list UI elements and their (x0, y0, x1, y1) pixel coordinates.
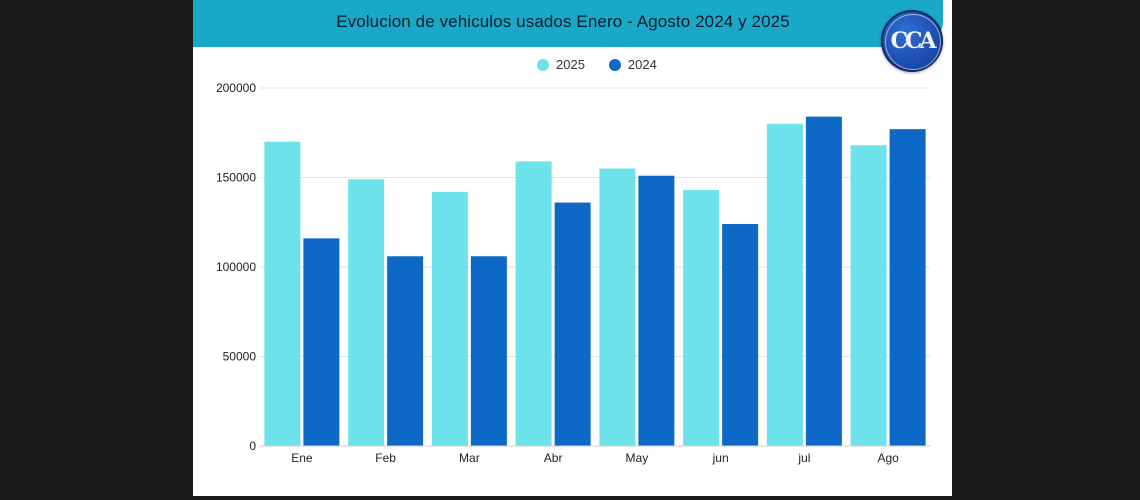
title-bar: Evolucion de vehiculos usados Enero - Ag… (193, 0, 943, 47)
bar-2024-jul (805, 116, 842, 446)
chart-panel: Evolucion de vehiculos usados Enero - Ag… (193, 0, 952, 496)
legend-label-2024: 2024 (627, 57, 657, 72)
x-tick-label: Ene (291, 451, 313, 465)
legend-label-2025: 2025 (556, 57, 585, 72)
bar-2024-may (638, 175, 675, 446)
y-tick-label: 0 (249, 439, 256, 453)
x-tick-label: Abr (544, 451, 563, 465)
logo-label: CCA (890, 28, 936, 54)
legend-dot-2024 (608, 58, 621, 71)
bar-chart: 200000 150000 100000 50000 0 Ene Feb Mar Abr May j… (216, 81, 930, 465)
bar-2025-feb (348, 179, 385, 447)
legend-item-2024: 2024 (608, 57, 657, 72)
bar-2024-ago (889, 129, 926, 447)
x-tick-label: Mar (459, 451, 480, 465)
x-tick-label: Feb (375, 451, 396, 465)
y-tick-label: 200000 (216, 81, 256, 95)
bar-2025-jul (766, 123, 803, 447)
y-tick-label: 150000 (216, 171, 256, 185)
bar-2025-jun (683, 190, 720, 446)
bar-2024-feb (387, 256, 424, 446)
y-tick-label: 100000 (216, 260, 256, 274)
bar-2024-mar (470, 256, 507, 446)
x-tick-label: Ago (877, 451, 899, 465)
bar-2024-ene (303, 238, 340, 446)
logo-ring (885, 14, 941, 70)
x-tick-label: jul (797, 451, 810, 465)
bar-2025-ago (850, 145, 887, 446)
legend-dot-2025 (537, 58, 549, 71)
y-tick-label: 50000 (223, 350, 257, 364)
x-tick-label: jun (712, 451, 729, 465)
legend-item-2025: 2025 (537, 57, 585, 72)
chart-title: Evolucion de vehiculos usados Enero - Ag… (336, 12, 790, 31)
x-tick-label: May (626, 451, 649, 465)
bar-2024-abr (554, 202, 591, 446)
bar-2025-abr (515, 161, 552, 446)
bar-2025-mar (431, 191, 468, 446)
cca-logo-icon: CCA (881, 10, 943, 72)
bar-2025-ene (264, 141, 301, 446)
bar-2024-jun (722, 224, 759, 446)
bar-2025-may (599, 168, 636, 447)
legend: 2025 2024 (537, 57, 657, 72)
